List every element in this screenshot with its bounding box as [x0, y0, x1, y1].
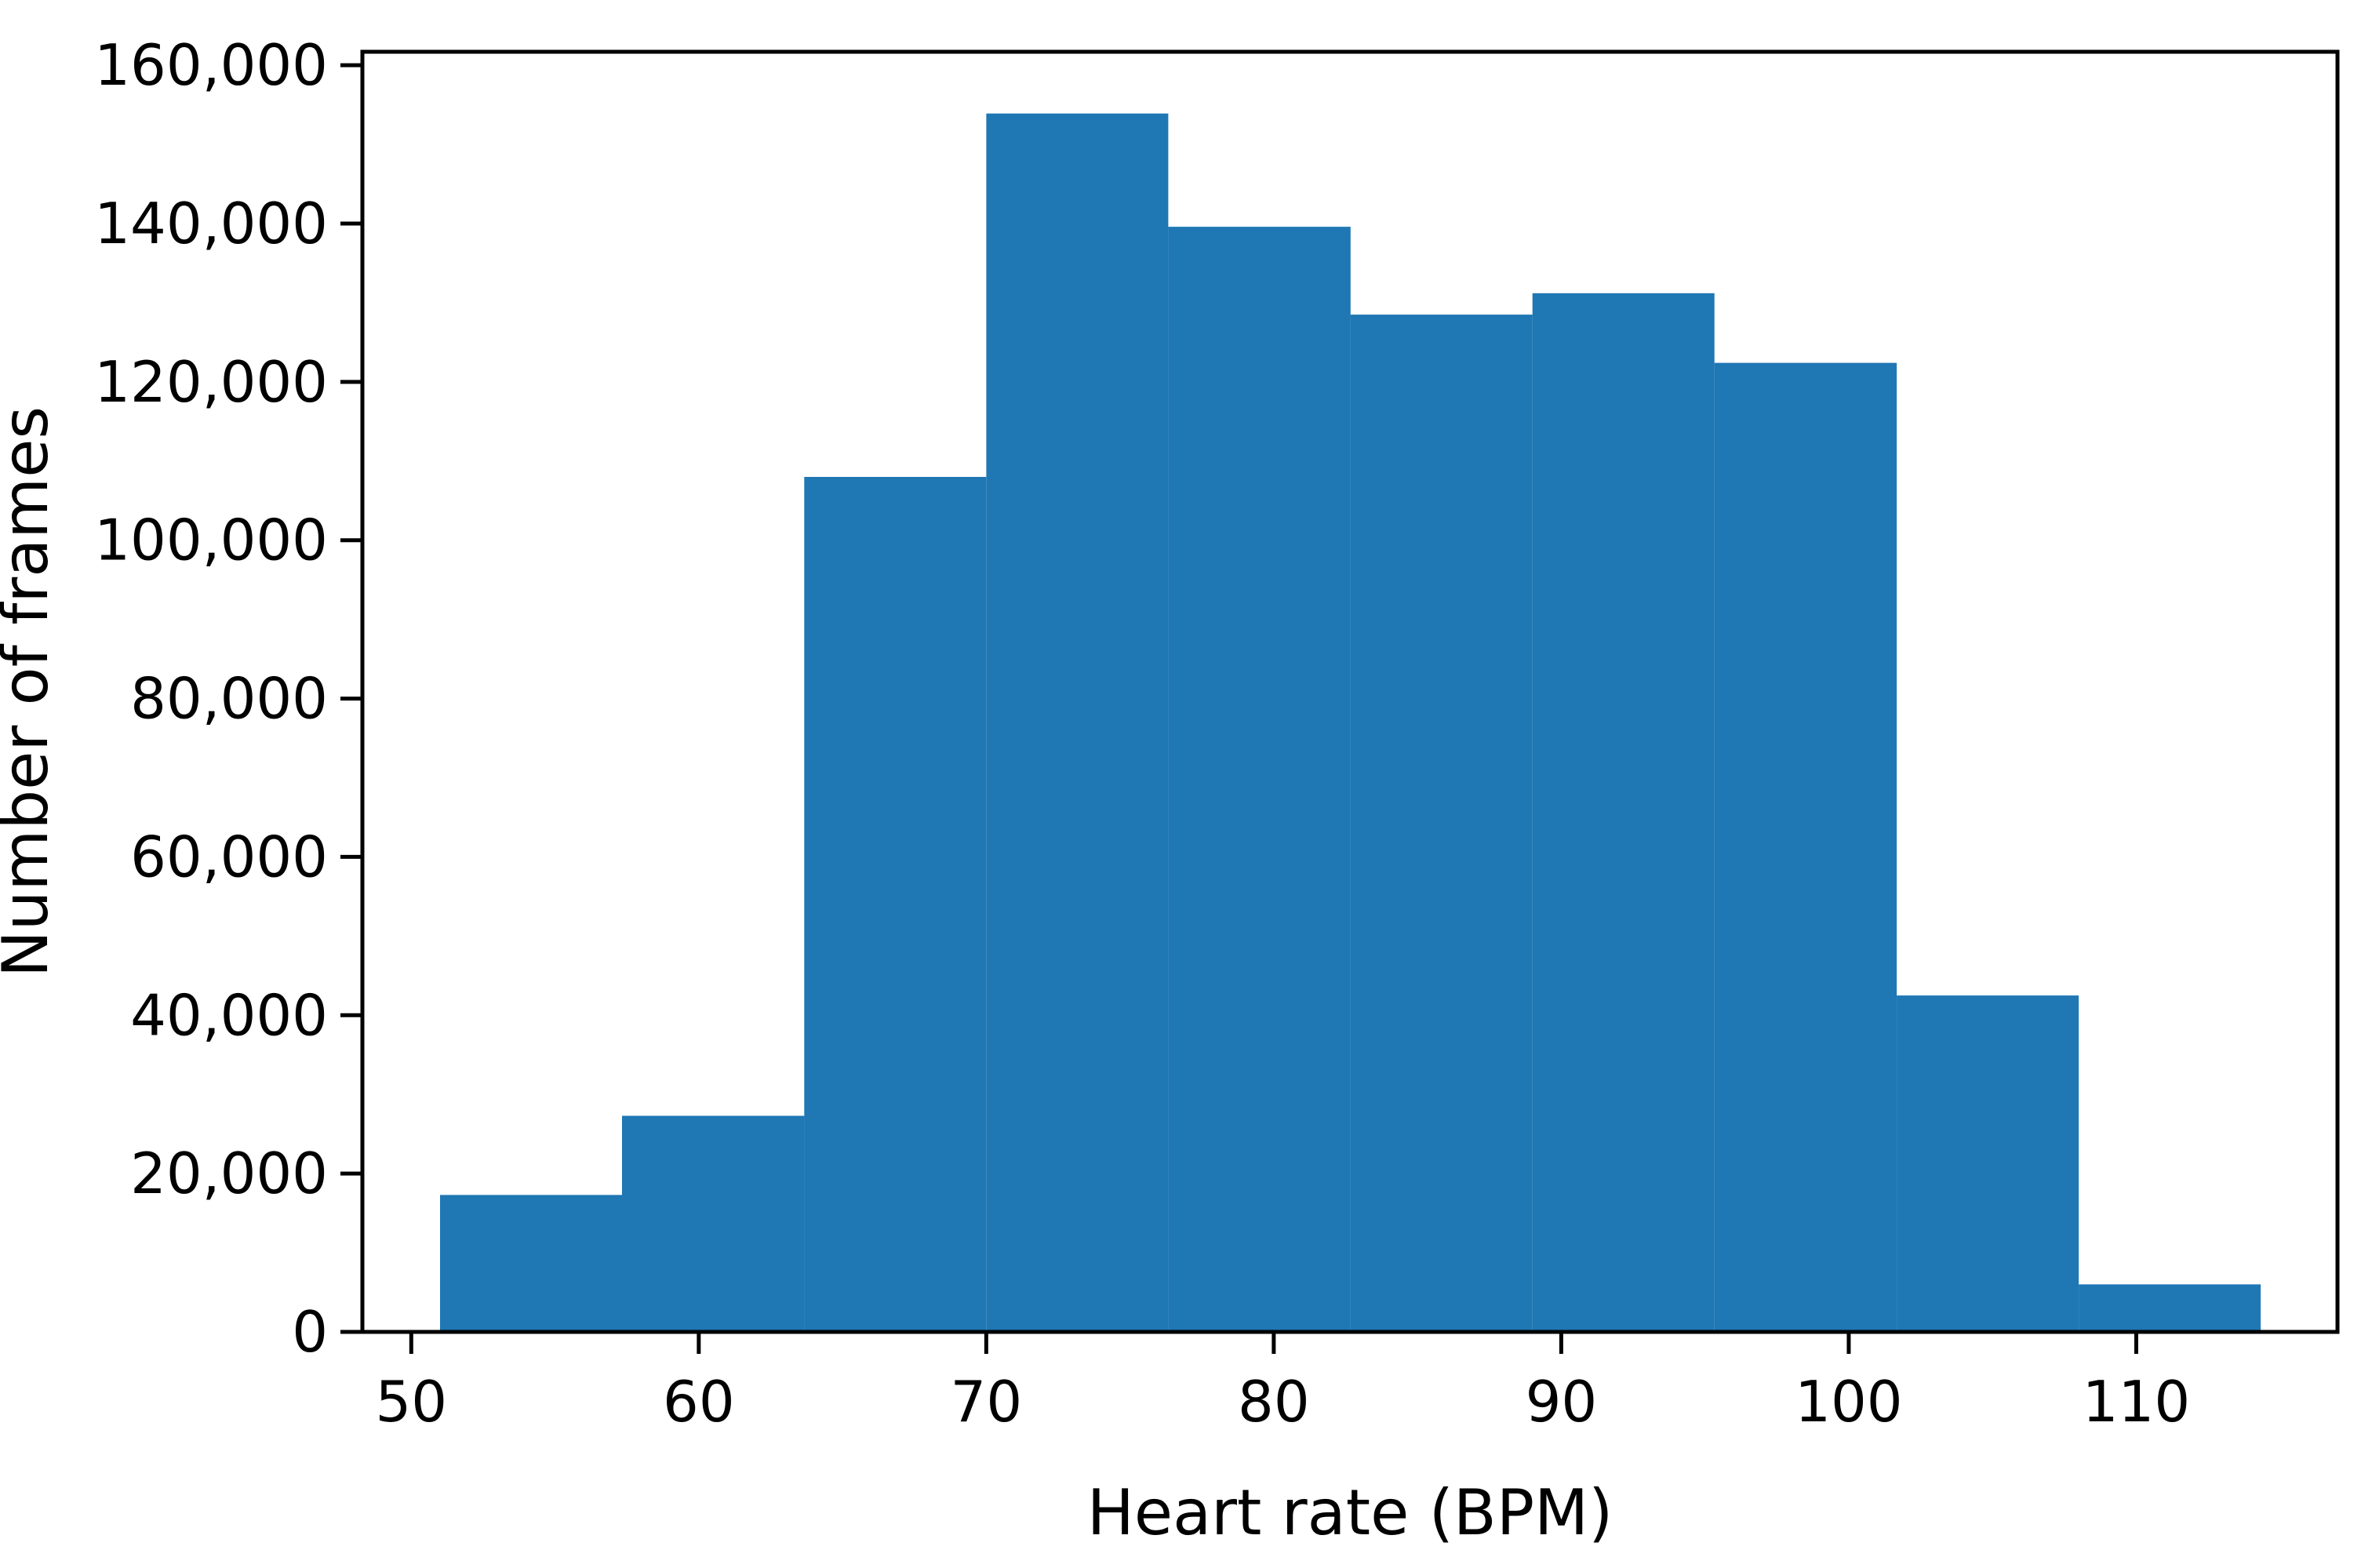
- histogram-bar: [1897, 995, 2079, 1332]
- plot-area-border: [360, 49, 2340, 1334]
- histogram-bar: [1350, 315, 1533, 1333]
- x-axis-tick-label: 90: [1526, 1369, 1598, 1435]
- x-axis-tick-label: 110: [2083, 1369, 2190, 1435]
- x-axis-tick-label: 70: [951, 1369, 1023, 1435]
- histogram-bar: [440, 1195, 622, 1332]
- x-axis-tick-label: 80: [1238, 1369, 1310, 1435]
- x-axis-tick-label: 50: [375, 1369, 447, 1435]
- histogram-bar: [986, 113, 1169, 1333]
- y-axis-tick-label: 60,000: [130, 824, 328, 890]
- y-axis-tick-label: 20,000: [130, 1141, 328, 1206]
- histogram-bar: [804, 477, 987, 1332]
- bars-group: [440, 113, 2261, 1333]
- y-axis-tick-label: 100,000: [94, 508, 328, 573]
- histogram-bar: [1714, 362, 1897, 1333]
- y-axis-tick-label: 0: [292, 1299, 328, 1365]
- x-axis-label: Heart rate (BPM): [1087, 1476, 1613, 1549]
- histogram-bar: [1532, 293, 1715, 1332]
- ticks-group: 50 60 70 80 90 100 110 0 20,000 40,000 60,000 80,00…: [94, 32, 2190, 1435]
- y-axis-tick-label: 80,000: [130, 666, 328, 732]
- histogram-bar: [2079, 1284, 2261, 1332]
- histogram-bar: [1168, 227, 1351, 1333]
- y-axis-tick-label: 160,000: [94, 32, 328, 98]
- x-axis-tick-label: 100: [1795, 1369, 1902, 1435]
- y-axis-tick-label: 40,000: [130, 982, 328, 1048]
- y-axis-tick-label: 140,000: [94, 191, 328, 256]
- y-axis-label: Number of frames: [0, 406, 62, 977]
- x-axis-tick-label: 60: [663, 1369, 735, 1435]
- y-axis-tick-label: 120,000: [94, 349, 328, 415]
- histogram-bar: [622, 1115, 805, 1332]
